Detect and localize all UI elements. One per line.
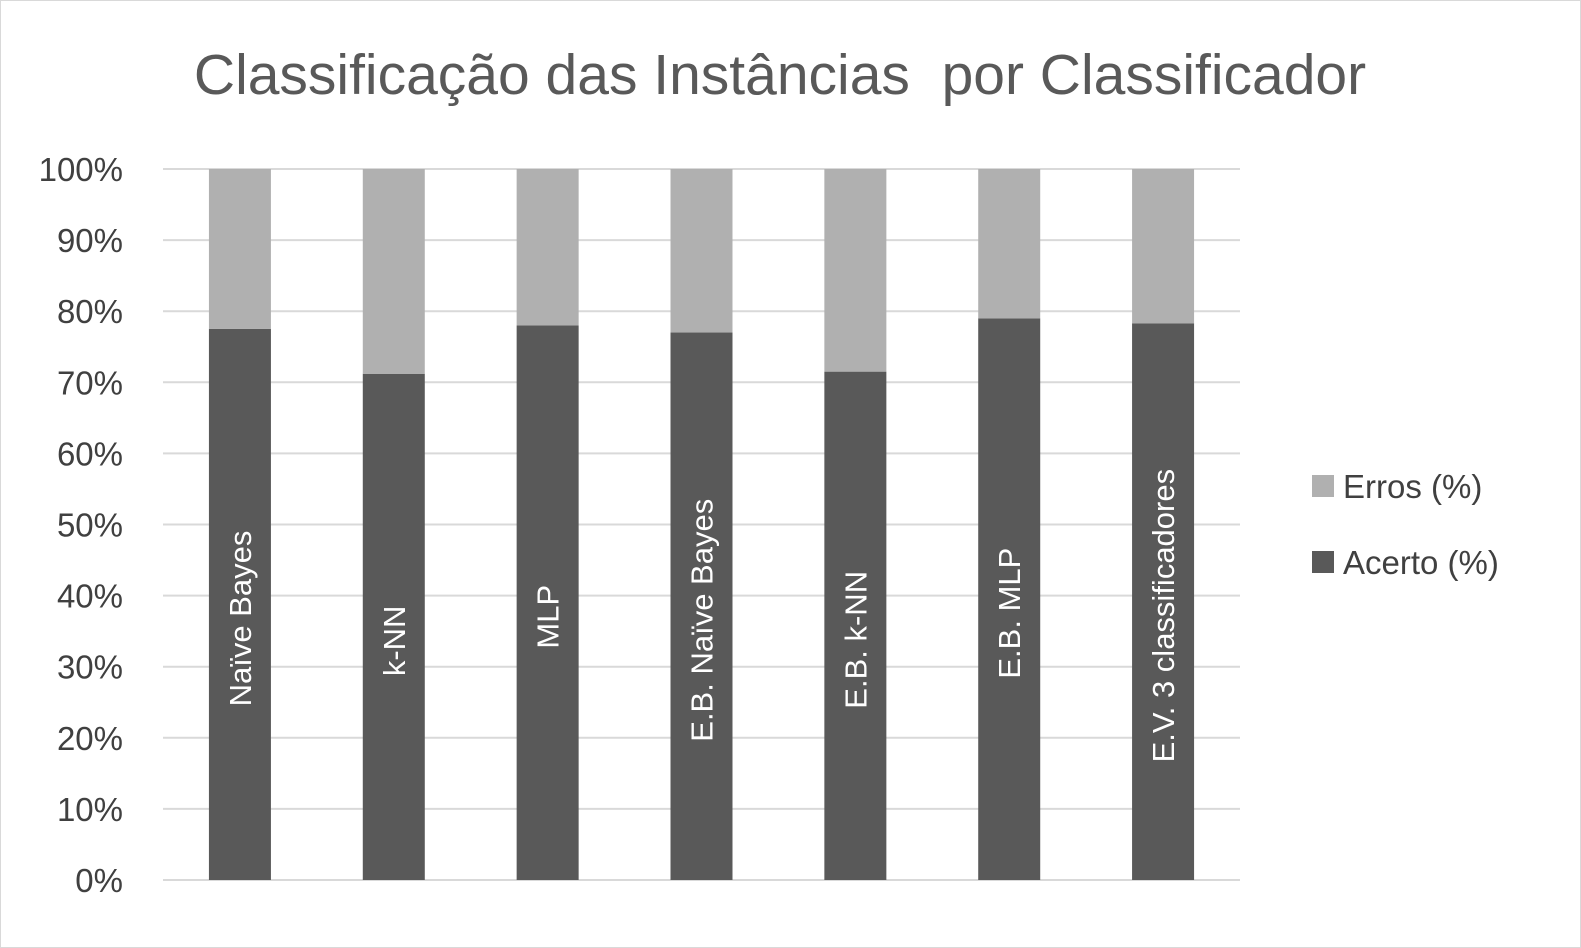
legend-label: Erros (%) — [1343, 468, 1482, 505]
bar-group: Naïve Bayes — [208, 169, 271, 881]
bar-segment — [824, 371, 887, 880]
legend: Erros (%) Acerto (%) — [1312, 468, 1499, 581]
legend-label: Acerto (%) — [1343, 544, 1499, 581]
category-label: E.B. k-NN — [838, 571, 873, 709]
bar-segment — [362, 169, 425, 374]
bar-group: E.B. Naïve Bayes — [670, 169, 733, 880]
category-label: Naïve Bayes — [223, 531, 258, 707]
y-tick-label: 100% — [39, 151, 123, 188]
bar-segment — [670, 332, 733, 880]
y-tick-label: 20% — [57, 720, 123, 757]
legend-swatch — [1312, 551, 1334, 573]
category-label: MLP — [531, 585, 566, 649]
bar-segment — [978, 318, 1041, 880]
category-label: E.B. MLP — [992, 548, 1027, 679]
bar-segment — [516, 169, 579, 326]
bars: Naïve Bayes k-NN MLP E.B. Naïve Bayes E.B. k… — [208, 169, 1195, 881]
bar-segment — [362, 373, 425, 880]
bar-segment — [670, 169, 733, 333]
y-tick-label: 70% — [57, 364, 123, 401]
y-tick-label: 0% — [75, 862, 123, 899]
y-tick-label: 40% — [57, 578, 123, 615]
bar-group: E.B. MLP — [978, 169, 1041, 880]
bar-group: E.B. k-NN — [824, 169, 887, 880]
category-label: E.V. 3 classificadores — [1146, 469, 1181, 763]
y-tick-label: 30% — [57, 649, 123, 686]
legend-swatch — [1312, 475, 1334, 497]
bar-segment — [1132, 323, 1195, 880]
y-tick-label: 50% — [57, 507, 123, 544]
bar-segment — [516, 325, 579, 880]
category-label: E.B. Naïve Bayes — [685, 499, 720, 742]
y-tick-label: 10% — [57, 791, 123, 828]
category-label: k-NN — [377, 606, 412, 677]
bar-segment — [208, 169, 271, 329]
bar-group: E.V. 3 classificadores — [1132, 169, 1195, 880]
y-axis-ticks: 0% 10% 20% 30% 40% 50% 60% 70% 80% 90% 100% — [39, 151, 123, 899]
bar-group: k-NN — [362, 169, 425, 880]
bar-group: MLP — [516, 169, 579, 880]
y-tick-label: 60% — [57, 435, 123, 472]
chart-title: Classificação das Instâncias por Classif… — [194, 43, 1366, 107]
y-tick-label: 80% — [57, 293, 123, 330]
bar-segment — [824, 169, 887, 372]
legend-item: Acerto (%) — [1312, 544, 1499, 581]
bar-segment — [208, 328, 271, 881]
bar-segment — [1132, 169, 1195, 324]
y-tick-label: 90% — [57, 222, 123, 259]
bar-segment — [978, 169, 1041, 319]
legend-item: Erros (%) — [1312, 468, 1482, 505]
